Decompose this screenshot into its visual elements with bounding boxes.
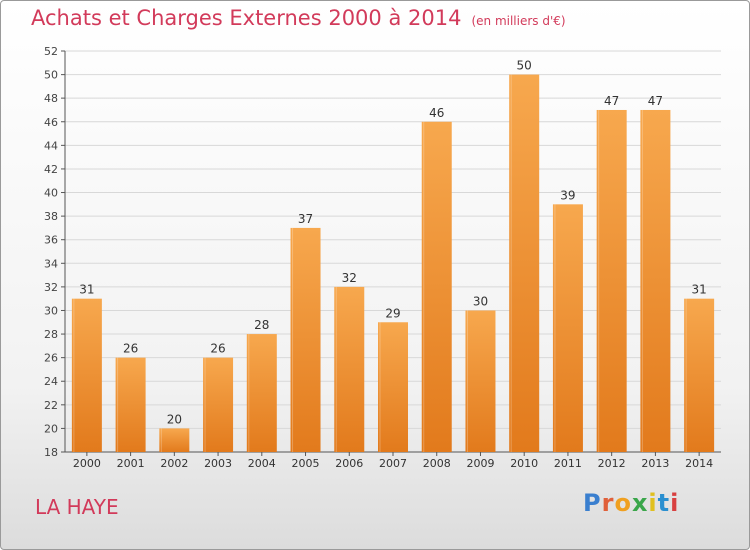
y-tick-label: 18 [44,446,58,459]
x-tick-label: 2008 [423,457,451,470]
y-tick-label: 36 [44,234,58,247]
place-name: LA HAYE [35,495,119,519]
x-tick-label: 2000 [73,457,101,470]
bar-value-label: 32 [342,271,357,285]
logo-letter: P [583,489,602,517]
y-tick-label: 32 [44,281,58,294]
chart-unit: (en milliers d'€) [471,14,566,28]
bar [159,428,190,452]
y-tick-label: 30 [44,304,58,317]
bar-value-label: 47 [604,94,619,108]
x-tick-label: 2001 [117,457,145,470]
y-tick-label: 46 [44,116,58,129]
logo-letter: x [631,489,649,517]
chart-title-text: Achats et Charges Externes 2000 à 2014 [31,6,462,30]
x-tick-label: 2004 [248,457,276,470]
bar-value-label: 30 [473,294,488,308]
bar-value-label: 31 [691,283,706,297]
bar [596,109,627,453]
logo-letter: t [657,489,671,517]
logo-letter: o [614,489,632,517]
logo-letter: i [670,489,680,517]
y-tick-label: 26 [44,352,58,365]
bar [290,227,321,452]
x-tick-label: 2006 [335,457,363,470]
x-tick-label: 2010 [510,457,538,470]
bar [421,121,452,452]
y-tick-label: 50 [44,69,58,82]
x-tick-label: 2011 [554,457,582,470]
chart-title: Achats et Charges Externes 2000 à 2014 (e… [31,6,566,30]
bar [684,298,715,452]
bar [552,204,583,452]
x-tick-label: 2002 [160,457,188,470]
x-tick-label: 2005 [292,457,320,470]
bar [640,109,671,453]
y-tick-label: 48 [44,92,58,105]
bar [378,322,408,452]
x-tick-label: 2014 [685,457,713,470]
bar [465,310,496,452]
bar [115,357,146,452]
x-tick-label: 2012 [598,457,626,470]
y-tick-label: 52 [44,45,58,58]
bar [71,298,102,452]
x-tick-label: 2007 [379,457,407,470]
y-tick-label: 20 [44,422,58,435]
bar-value-label: 20 [167,412,182,426]
bar-value-label: 46 [429,106,444,120]
bar-value-label: 26 [210,342,225,356]
bar-value-label: 29 [385,306,400,320]
y-tick-label: 38 [44,210,58,223]
bar-value-label: 28 [254,318,269,332]
y-tick-label: 24 [44,375,58,388]
y-tick-label: 44 [44,139,58,152]
y-tick-label: 40 [44,187,58,200]
bar-value-label: 31 [79,283,94,297]
bar-value-label: 26 [123,342,138,356]
x-tick-label: 2009 [466,457,494,470]
y-tick-label: 22 [44,399,58,412]
bar [203,357,234,452]
bar [509,74,540,453]
bar-value-label: 39 [560,188,575,202]
bar [246,334,277,452]
bar-value-label: 47 [648,94,663,108]
x-tick-label: 2003 [204,457,232,470]
x-tick-label: 2013 [641,457,669,470]
bar [334,286,365,452]
logo-letter: i [648,489,658,517]
y-tick-label: 28 [44,328,58,341]
logo-letter: r [601,489,615,517]
bar-value-label: 50 [517,59,532,73]
y-tick-label: 42 [44,163,58,176]
proxiti-logo: Proxiti [583,489,679,517]
y-tick-label: 34 [44,257,58,270]
bar-value-label: 37 [298,212,313,226]
